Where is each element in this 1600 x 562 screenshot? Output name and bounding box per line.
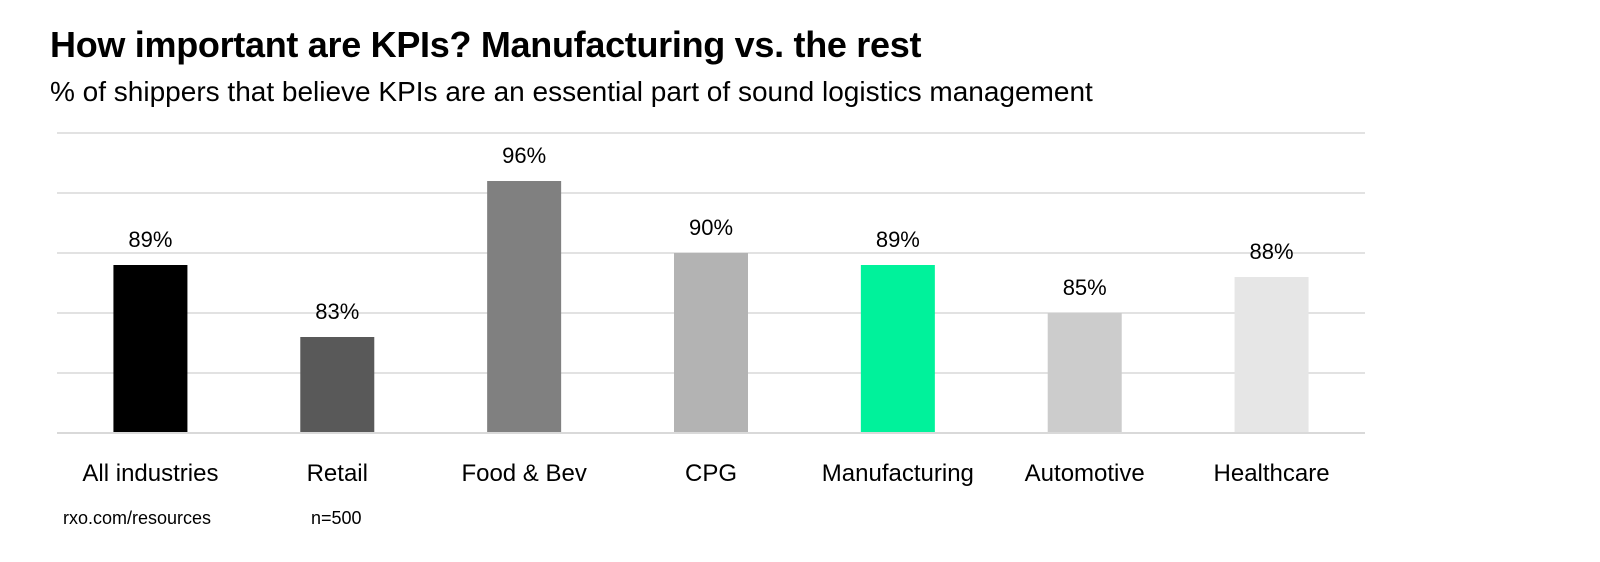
category-label: Manufacturing [822,460,974,487]
sample-size-note: n=500 [311,508,362,528]
data-label: 88% [1250,239,1294,264]
bar [113,265,188,433]
data-label: 96% [502,143,546,168]
chart-subtitle: % of shippers that believe KPIs are an e… [50,76,1093,107]
data-label: 90% [689,215,733,240]
bar [860,265,935,433]
bar [1047,313,1122,433]
category-label: Healthcare [1214,460,1330,487]
bar [300,337,375,433]
source-note: rxo.com/resources [63,508,212,528]
chart-title: How important are KPIs? Manufacturing vs… [50,24,922,65]
category-label: CPG [685,460,737,487]
bar [1234,277,1309,433]
bar [674,253,748,433]
data-label: 89% [876,227,920,252]
data-label: 89% [128,227,172,252]
category-label: Food & Bev [461,460,586,487]
category-label: Retail [307,460,368,487]
category-label: Automotive [1025,460,1145,487]
data-label: 83% [315,299,359,324]
category-label: All industries [82,460,218,487]
data-label: 85% [1063,275,1107,300]
bar [487,181,562,433]
